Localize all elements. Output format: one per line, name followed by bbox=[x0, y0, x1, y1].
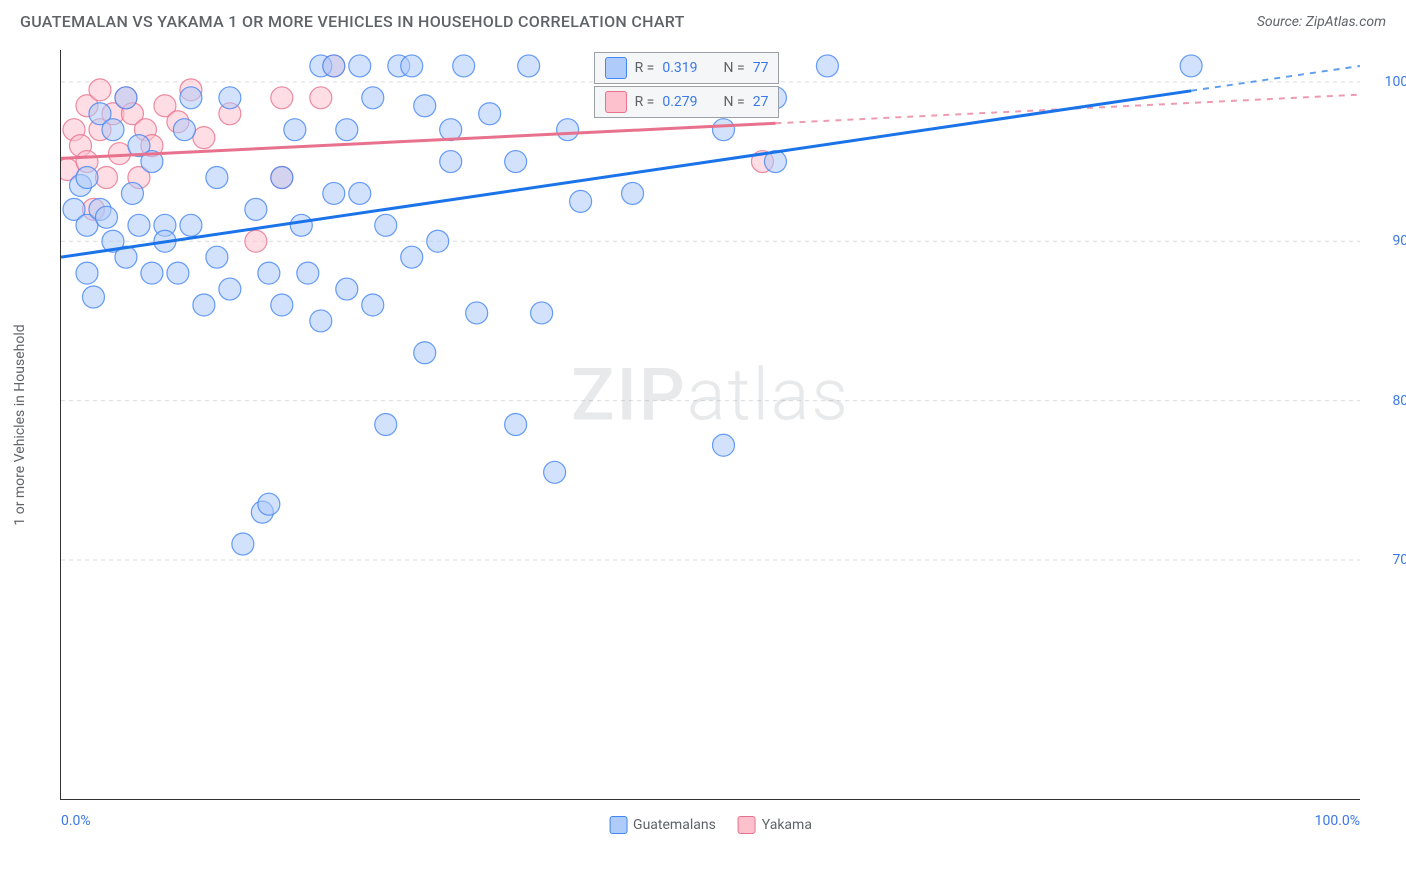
r-label: R = bbox=[635, 94, 655, 110]
n-value: 27 bbox=[753, 94, 769, 110]
x-tick-label: 100.0% bbox=[1315, 813, 1360, 829]
chart-header: GUATEMALAN VS YAKAMA 1 OR MORE VEHICLES … bbox=[0, 0, 1406, 39]
y-tick-label: 80.0% bbox=[1392, 393, 1406, 409]
correlation-row: R = 0.319 N = 77 bbox=[594, 52, 780, 84]
r-value: 0.319 bbox=[662, 60, 697, 76]
legend-label: Yakama bbox=[762, 817, 812, 833]
y-tick-label: 90.0% bbox=[1392, 233, 1406, 249]
legend-item: Yakama bbox=[738, 816, 812, 834]
legend-swatch-icon bbox=[605, 91, 627, 113]
legend-label: Guatemalans bbox=[633, 817, 716, 833]
x-tick-label: 0.0% bbox=[61, 813, 91, 829]
legend-swatch-icon bbox=[609, 816, 627, 834]
r-label: R = bbox=[635, 60, 655, 76]
n-label: N = bbox=[724, 94, 745, 110]
chart-title: GUATEMALAN VS YAKAMA 1 OR MORE VEHICLES … bbox=[20, 12, 685, 31]
bottom-legend: Guatemalans Yakama bbox=[609, 816, 812, 834]
legend-item: Guatemalans bbox=[609, 816, 716, 834]
plot-area: ZIPatlas R = 0.319 N = 77 R = 0.279 N = … bbox=[60, 50, 1360, 800]
n-value: 77 bbox=[753, 60, 769, 76]
chart-source: Source: ZipAtlas.com bbox=[1257, 14, 1386, 30]
r-value: 0.279 bbox=[662, 94, 697, 110]
y-tick-label: 100.0% bbox=[1385, 74, 1406, 90]
correlation-row: R = 0.279 N = 27 bbox=[594, 86, 780, 118]
y-axis-label: 1 or more Vehicles in Household bbox=[12, 324, 28, 525]
chart-container: 1 or more Vehicles in Household ZIPatlas… bbox=[50, 50, 1390, 800]
chart-svg bbox=[61, 50, 1360, 799]
y-tick-label: 70.0% bbox=[1392, 552, 1406, 568]
correlation-legend: R = 0.319 N = 77 R = 0.279 N = 27 bbox=[594, 52, 780, 120]
n-label: N = bbox=[724, 60, 745, 76]
legend-swatch-icon bbox=[738, 816, 756, 834]
legend-swatch-icon bbox=[605, 57, 627, 79]
